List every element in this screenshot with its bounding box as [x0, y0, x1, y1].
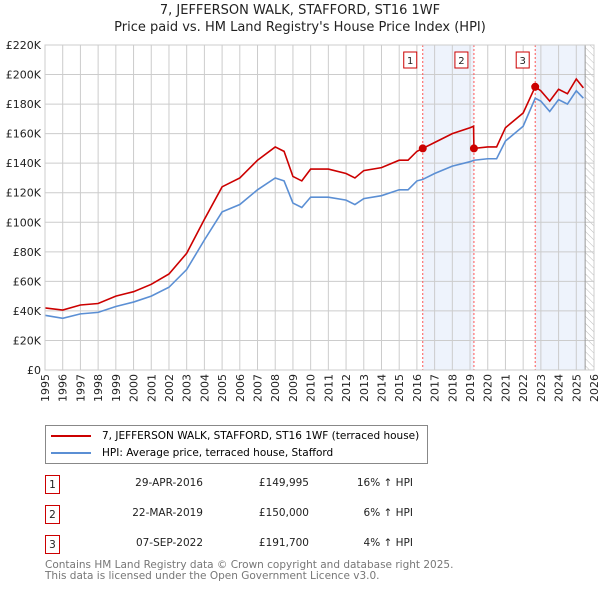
series-line — [44, 77, 584, 311]
legend-swatch-blue — [51, 452, 91, 454]
sale-price: £149,995 — [258, 477, 309, 489]
x-tick-label: 2010 — [305, 374, 318, 402]
x-tick-label: 1999 — [110, 374, 123, 402]
chart-title: 7, JEFFERSON WALK, STAFFORD, ST16 1WF — [159, 3, 441, 18]
sale-point — [418, 144, 427, 153]
sale-date: 22-MAR-2019 — [132, 507, 203, 519]
shaded-region — [535, 45, 586, 370]
x-tick-label: 2019 — [464, 374, 477, 402]
y-tick-label: £120K — [6, 187, 42, 200]
y-tick-label: £60K — [13, 275, 42, 288]
y-tick-label: £40K — [13, 305, 42, 318]
sale-label: 1 — [407, 56, 413, 67]
legend-label: 7, JEFFERSON WALK, STAFFORD, ST16 1WF (t… — [102, 430, 420, 442]
sale-point — [531, 82, 540, 91]
sale-hpi-diff: 6% ↑ HPI — [363, 507, 413, 519]
sale-date: 29-APR-2016 — [135, 477, 203, 489]
sale-label: 3 — [520, 56, 526, 67]
x-tick-label: 2004 — [198, 374, 211, 402]
chart: £0 £20K £40K £60K £80K £100K £120K £140K £160K £1… — [6, 39, 600, 402]
x-tick-label: 2014 — [375, 374, 388, 402]
y-tick-label: £160K — [6, 128, 42, 141]
plot-border — [44, 44, 595, 371]
footer: Contains HM Land Registry data © Crown c… — [45, 560, 453, 582]
sale-marker-box: 2 — [45, 505, 60, 524]
legend-item-property: 7, JEFFERSON WALK, STAFFORD, ST16 1WF (t… — [46, 428, 419, 444]
y-tick-label: £220K — [6, 39, 42, 52]
y-tick-label: £0 — [27, 364, 41, 377]
shaded-region — [422, 45, 474, 370]
sale-row: 2 22-MAR-2019 £150,000 6% ↑ HPI — [45, 505, 413, 525]
x-tick-label: 2008 — [269, 374, 282, 402]
x-tick-label: 2003 — [181, 374, 194, 402]
chart-subtitle: Price paid vs. HM Land Registry's House … — [114, 20, 486, 35]
y-tick-label: £80K — [13, 246, 42, 259]
x-tick-label: 2022 — [517, 374, 530, 402]
sale-hpi-diff: 4% ↑ HPI — [363, 537, 413, 549]
y-tick-label: £20K — [13, 334, 42, 347]
x-tick-label: 2017 — [429, 374, 442, 402]
sale-label: 2 — [458, 56, 464, 67]
sale-label-box — [515, 51, 530, 69]
x-tick-label: 2021 — [499, 374, 512, 402]
x-tick-label: 2015 — [393, 374, 406, 402]
x-tick-label: 2011 — [322, 374, 335, 402]
y-tick-label: £100K — [6, 216, 42, 229]
x-tick-label: 2005 — [216, 374, 229, 402]
x-tick-label: 2006 — [234, 374, 247, 402]
future-hatch — [585, 45, 594, 370]
x-tick-label: 2013 — [358, 374, 371, 402]
sale-point — [469, 144, 478, 153]
legend-swatch-red — [51, 435, 91, 437]
x-tick-label: 2024 — [553, 374, 566, 402]
x-tick-label: 2002 — [163, 374, 176, 402]
sale-marker-box: 1 — [45, 475, 60, 494]
legend-item-hpi: HPI: Average price, terraced house, Staf… — [46, 445, 333, 461]
sale-label-box — [403, 51, 418, 69]
x-tick-label: 2009 — [287, 374, 300, 402]
x-tick-label: 2025 — [570, 374, 583, 402]
x-tick-label: 1997 — [74, 374, 87, 402]
x-tick-label: 2012 — [340, 374, 353, 402]
y-tick-label: £140K — [6, 157, 42, 170]
sale-hpi-diff: 16% ↑ HPI — [356, 477, 413, 489]
sale-label-box — [454, 51, 469, 69]
footer-line: Contains HM Land Registry data © Crown c… — [45, 559, 454, 571]
series-line — [44, 89, 584, 320]
sale-date: 07-SEP-2022 — [135, 537, 203, 549]
x-tick-label: 2016 — [411, 374, 424, 402]
y-tick-label: £180K — [6, 98, 42, 111]
sale-row: 1 29-APR-2016 £149,995 16% ↑ HPI — [45, 475, 413, 495]
x-tick-label: 2026 — [588, 374, 600, 402]
x-tick-label: 2000 — [128, 374, 141, 402]
x-tick-label: 1996 — [57, 374, 70, 402]
x-tick-label: 2023 — [535, 374, 548, 402]
sale-marker-box: 3 — [45, 535, 60, 554]
x-tick-label: 2020 — [482, 374, 495, 402]
x-tick-label: 2007 — [252, 374, 265, 402]
x-tick-label: 2001 — [145, 374, 158, 402]
sale-price: £150,000 — [258, 507, 309, 519]
x-tick-label: 1995 — [39, 374, 52, 402]
legend: 7, JEFFERSON WALK, STAFFORD, ST16 1WF (t… — [45, 425, 428, 464]
legend-label: HPI: Average price, terraced house, Staf… — [102, 447, 334, 459]
x-tick-label: 2018 — [446, 374, 459, 402]
y-tick-label: £200K — [6, 69, 42, 82]
footer-line: This data is licensed under the Open Gov… — [45, 570, 380, 582]
sale-row: 3 07-SEP-2022 £191,700 4% ↑ HPI — [45, 535, 413, 555]
sale-price: £191,700 — [258, 537, 309, 549]
x-tick-label: 1998 — [92, 374, 105, 402]
